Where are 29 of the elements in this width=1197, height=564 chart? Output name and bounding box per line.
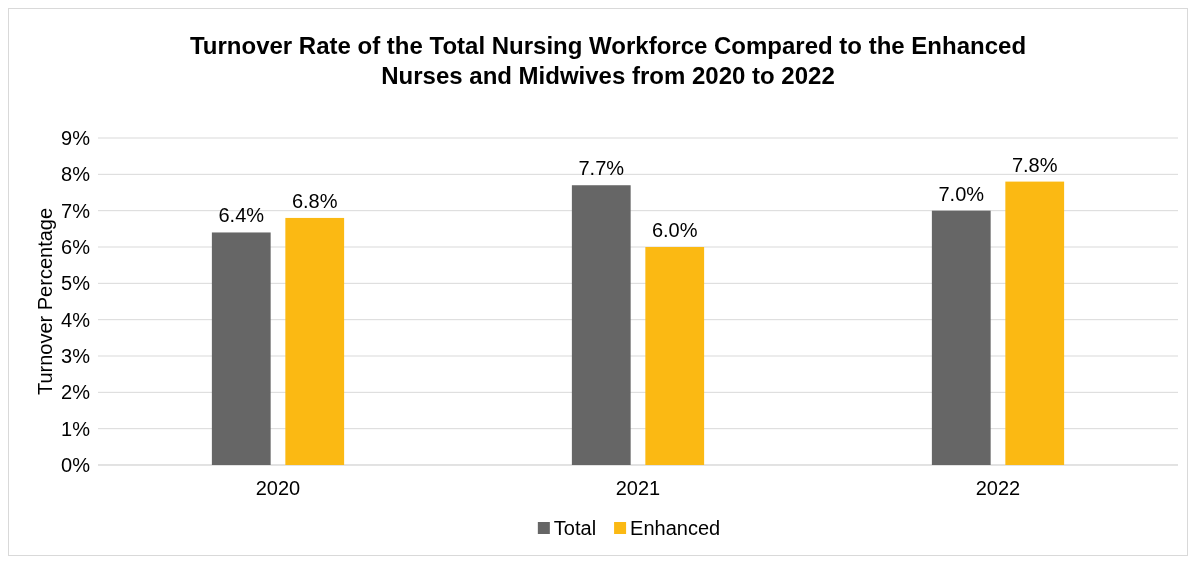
legend-label: Total: [553, 517, 597, 539]
x-tick-label: 2022: [975, 477, 1021, 499]
y-tick-label: 2%: [61, 381, 91, 404]
bar: [211, 232, 271, 465]
data-label: 7.8%: [1011, 153, 1058, 176]
legend-label: Enhanced: [630, 517, 721, 539]
y-tick-label: 8%: [61, 163, 91, 186]
y-tick-label: 4%: [61, 308, 91, 331]
x-tick-label: 2020: [255, 477, 301, 499]
bar: [285, 217, 345, 465]
y-tick-label: 1%: [61, 417, 91, 440]
y-tick-label: 7%: [61, 199, 91, 222]
bar: [931, 210, 991, 465]
y-tick-label: 9%: [61, 127, 91, 149]
x-tick-label: 2021: [615, 477, 661, 499]
y-tick-label: 5%: [61, 272, 91, 295]
y-tick-label: 0%: [61, 454, 91, 476]
bar: [645, 247, 705, 465]
data-label: 7.0%: [938, 182, 985, 205]
y-tick-label: 6%: [61, 236, 91, 258]
data-label: 6.0%: [651, 219, 698, 241]
y-tick-label: 3%: [61, 345, 91, 367]
data-label: 7.7%: [578, 157, 625, 180]
bar: [571, 185, 631, 465]
data-label: 6.4%: [218, 204, 265, 227]
y-axis-title: Turnover Percentage: [34, 207, 56, 396]
bar: [1005, 181, 1065, 465]
data-label: 6.8%: [291, 189, 338, 212]
chart-title: Turnover Rate of the Total Nursing Workforce Compared to the Enhanced Nurses and Midwives from 2020 to 2022: [189, 32, 1027, 89]
